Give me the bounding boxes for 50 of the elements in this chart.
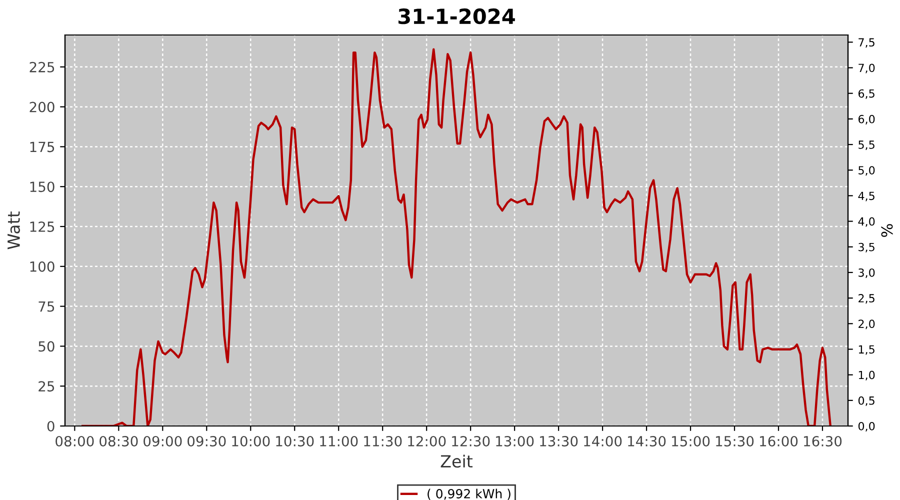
y2-tick-label: 1,5 <box>858 345 874 355</box>
y-axis-title: Watt <box>8 212 20 250</box>
y2-tick-label: 2,5 <box>858 294 874 304</box>
y2-tick-label: 0,0 <box>858 422 875 432</box>
x-tick-label: 16:00 <box>760 436 798 446</box>
x-tick-label: 14:30 <box>628 436 666 446</box>
y-tick-label: 125 <box>30 221 54 232</box>
y2-axis-title: % <box>881 224 893 237</box>
y2-tick-label: 0,5 <box>858 396 874 406</box>
y2-tick-label: 1,0 <box>858 370 875 380</box>
y2-tick-label: 6,5 <box>858 89 874 99</box>
y-tick-label: 75 <box>38 301 54 312</box>
x-tick-label: 14:00 <box>584 436 622 446</box>
x-tick-label: 09:30 <box>188 436 226 446</box>
legend-label: ( 0,992 kWh ) <box>428 488 510 500</box>
y-tick-label: 225 <box>30 62 54 72</box>
y2-tick-label: 3,5 <box>858 242 874 252</box>
y-tick-label: 50 <box>38 341 54 352</box>
y2-tick-label: 5,0 <box>858 166 875 176</box>
y-tick-label: 25 <box>38 381 54 392</box>
x-tick-label: 15:00 <box>672 436 710 446</box>
line-series <box>81 48 832 426</box>
x-tick-label: 13:00 <box>496 436 534 446</box>
x-tick-label: 12:00 <box>408 436 446 446</box>
y2-tick-label: 4,5 <box>858 192 874 202</box>
y-tick-label: 0 <box>47 420 54 432</box>
y2-tick-label: 7,5 <box>858 38 874 48</box>
x-tick-label: 08:30 <box>100 436 138 446</box>
x-tick-label: 13:30 <box>540 436 578 446</box>
y-tick-label: 175 <box>30 142 54 152</box>
x-tick-label: 10:30 <box>276 436 314 446</box>
chart-title: 31-1-2024 <box>398 8 515 24</box>
y-tick-label: 150 <box>30 182 54 192</box>
y-tick-label: 100 <box>30 261 54 272</box>
x-tick-label: 16:30 <box>804 436 842 446</box>
y2-tick-label: 6,0 <box>858 114 875 124</box>
x-tick-label: 15:30 <box>716 436 754 446</box>
x-tick-label: 11:30 <box>364 436 402 446</box>
y2-tick-label: 5,5 <box>858 140 874 150</box>
x-tick-label: 10:00 <box>232 436 270 446</box>
y2-tick-label: 7,0 <box>858 64 875 74</box>
x-axis-title: Zeit <box>440 454 473 468</box>
y2-tick-label: 3,0 <box>858 268 875 278</box>
x-tick-label: 09:00 <box>144 436 182 446</box>
x-tick-label: 12:30 <box>452 436 490 446</box>
x-tick-label: 11:00 <box>320 436 358 446</box>
y-tick-label: 200 <box>30 102 54 112</box>
x-tick-label: 08:00 <box>56 436 94 446</box>
y2-tick-label: 4,0 <box>858 217 875 227</box>
y2-tick-label: 2,0 <box>858 320 875 330</box>
